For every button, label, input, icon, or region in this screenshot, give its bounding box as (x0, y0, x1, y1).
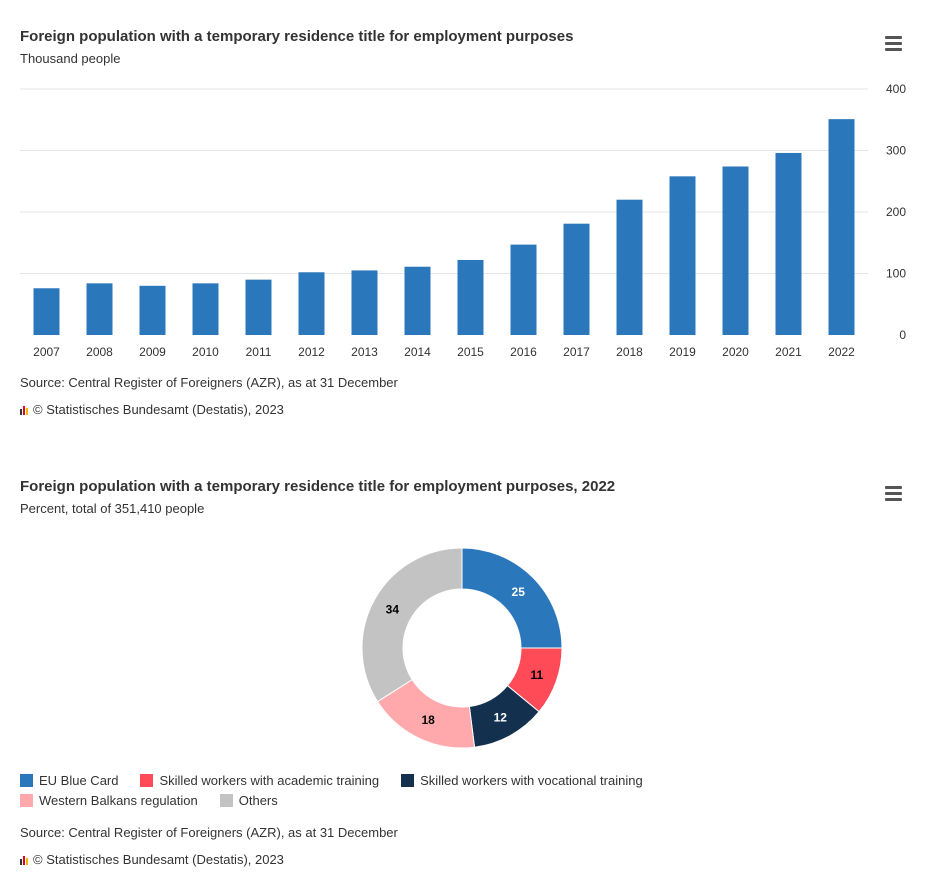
legend-swatch (20, 794, 33, 807)
legend-label: Skilled workers with vocational training (420, 773, 643, 788)
y-tick-label: 300 (886, 144, 906, 158)
bar-chart-subtitle: Thousand people (20, 51, 121, 66)
donut-data-label: 25 (512, 585, 526, 599)
x-tick-label: 2007 (33, 345, 60, 359)
bar-2015[interactable] (457, 259, 484, 335)
bar-chart-container: Foreign population with a temporary resi… (20, 28, 906, 417)
x-tick-label: 2011 (246, 345, 272, 359)
x-tick-label: 2018 (616, 345, 643, 359)
y-tick-label: 0 (899, 328, 906, 342)
bar-chart-credit-text: © Statistisches Bundesamt (Destatis), 20… (33, 402, 284, 417)
legend-label: EU Blue Card (39, 773, 119, 788)
legend-item-skilled-workers-with-vocational-training[interactable]: Skilled workers with vocational training (401, 773, 643, 788)
donut-chart-plot: 25 11 12 18 34 (361, 547, 563, 749)
bar-2012[interactable] (298, 272, 325, 335)
bar-2022[interactable] (828, 119, 855, 335)
x-tick-label: 2017 (563, 345, 590, 359)
legend-swatch (219, 794, 233, 807)
x-tick-label: 2020 (722, 345, 749, 359)
bar-2021[interactable] (775, 152, 802, 335)
x-tick-label: 2009 (139, 345, 166, 359)
donut-chart-subtitle: Percent, total of 351,410 people (20, 501, 205, 516)
destatis-logo-icon (20, 856, 28, 865)
x-tick-label: 2016 (510, 345, 537, 359)
donut-chart-source: Source: Central Register of Foreigners (… (20, 825, 398, 840)
bar-2013[interactable] (351, 270, 378, 335)
donut-slice-others[interactable] (361, 547, 463, 703)
destatis-logo-icon (20, 406, 28, 415)
bar-2011[interactable] (245, 279, 272, 335)
x-tick-label: 2021 (775, 345, 802, 359)
x-tick-label: 2013 (351, 345, 378, 359)
x-tick-label: 2008 (86, 345, 113, 359)
y-tick-label: 200 (886, 205, 906, 219)
donut-chart-credit-text: © Statistisches Bundesamt (Destatis), 20… (33, 852, 284, 867)
legend-item-skilled-workers-with-academic-training[interactable]: Skilled workers with academic training (140, 773, 379, 788)
bar-2018[interactable] (616, 199, 643, 335)
legend-label: Western Balkans regulation (39, 793, 198, 808)
legend-swatch (20, 774, 33, 787)
bar-chart-credit: © Statistisches Bundesamt (Destatis), 20… (20, 402, 284, 417)
bar-2017[interactable] (563, 223, 590, 335)
bar-2020[interactable] (722, 166, 749, 335)
bar-chart-title: Foreign population with a temporary resi… (20, 28, 574, 45)
donut-chart-credit: © Statistisches Bundesamt (Destatis), 20… (20, 852, 284, 867)
legend-label: Others (238, 793, 278, 808)
bar-2007[interactable] (33, 288, 60, 335)
legend-swatch (140, 774, 154, 787)
x-tick-label: 2010 (192, 345, 219, 359)
hamburger-menu-icon[interactable] (882, 34, 906, 54)
bar-2016[interactable] (510, 244, 537, 335)
x-tick-label: 2015 (457, 345, 484, 359)
legend-item-eu-blue-card[interactable]: EU Blue Card (20, 773, 118, 788)
x-tick-label: 2012 (298, 345, 325, 359)
y-tick-label: 400 (886, 82, 906, 96)
bar-chart-source: Source: Central Register of Foreigners (… (20, 375, 398, 390)
x-tick-label: 2019 (669, 345, 696, 359)
donut-data-label: 12 (494, 711, 508, 725)
hamburger-menu-icon[interactable] (882, 484, 906, 504)
donut-chart-container: Foreign population with a temporary resi… (0, 450, 930, 876)
x-tick-label: 2022 (828, 345, 855, 359)
y-tick-label: 100 (886, 267, 906, 281)
donut-chart-title: Foreign population with a temporary resi… (20, 478, 616, 495)
x-tick-label: 2014 (404, 345, 431, 359)
bar-2014[interactable] (404, 266, 431, 335)
bar-2009[interactable] (139, 285, 166, 335)
bar-2008[interactable] (86, 283, 113, 335)
donut-data-label: 34 (386, 603, 400, 617)
legend-label: Skilled workers with academic training (159, 773, 380, 788)
legend-swatch (401, 774, 415, 787)
bar-chart-plot: 2007 2008 2009 2010 2011 2012 2013 2014 2015 2016… (20, 82, 906, 359)
donut-data-label: 18 (421, 713, 435, 727)
donut-data-label: 11 (530, 668, 543, 682)
bar-2010[interactable] (192, 283, 219, 335)
bar-2019[interactable] (669, 176, 696, 335)
legend-item-others[interactable]: Others (219, 793, 278, 808)
legend-item-western-balkans-regulation[interactable]: Western Balkans regulation (20, 793, 198, 808)
